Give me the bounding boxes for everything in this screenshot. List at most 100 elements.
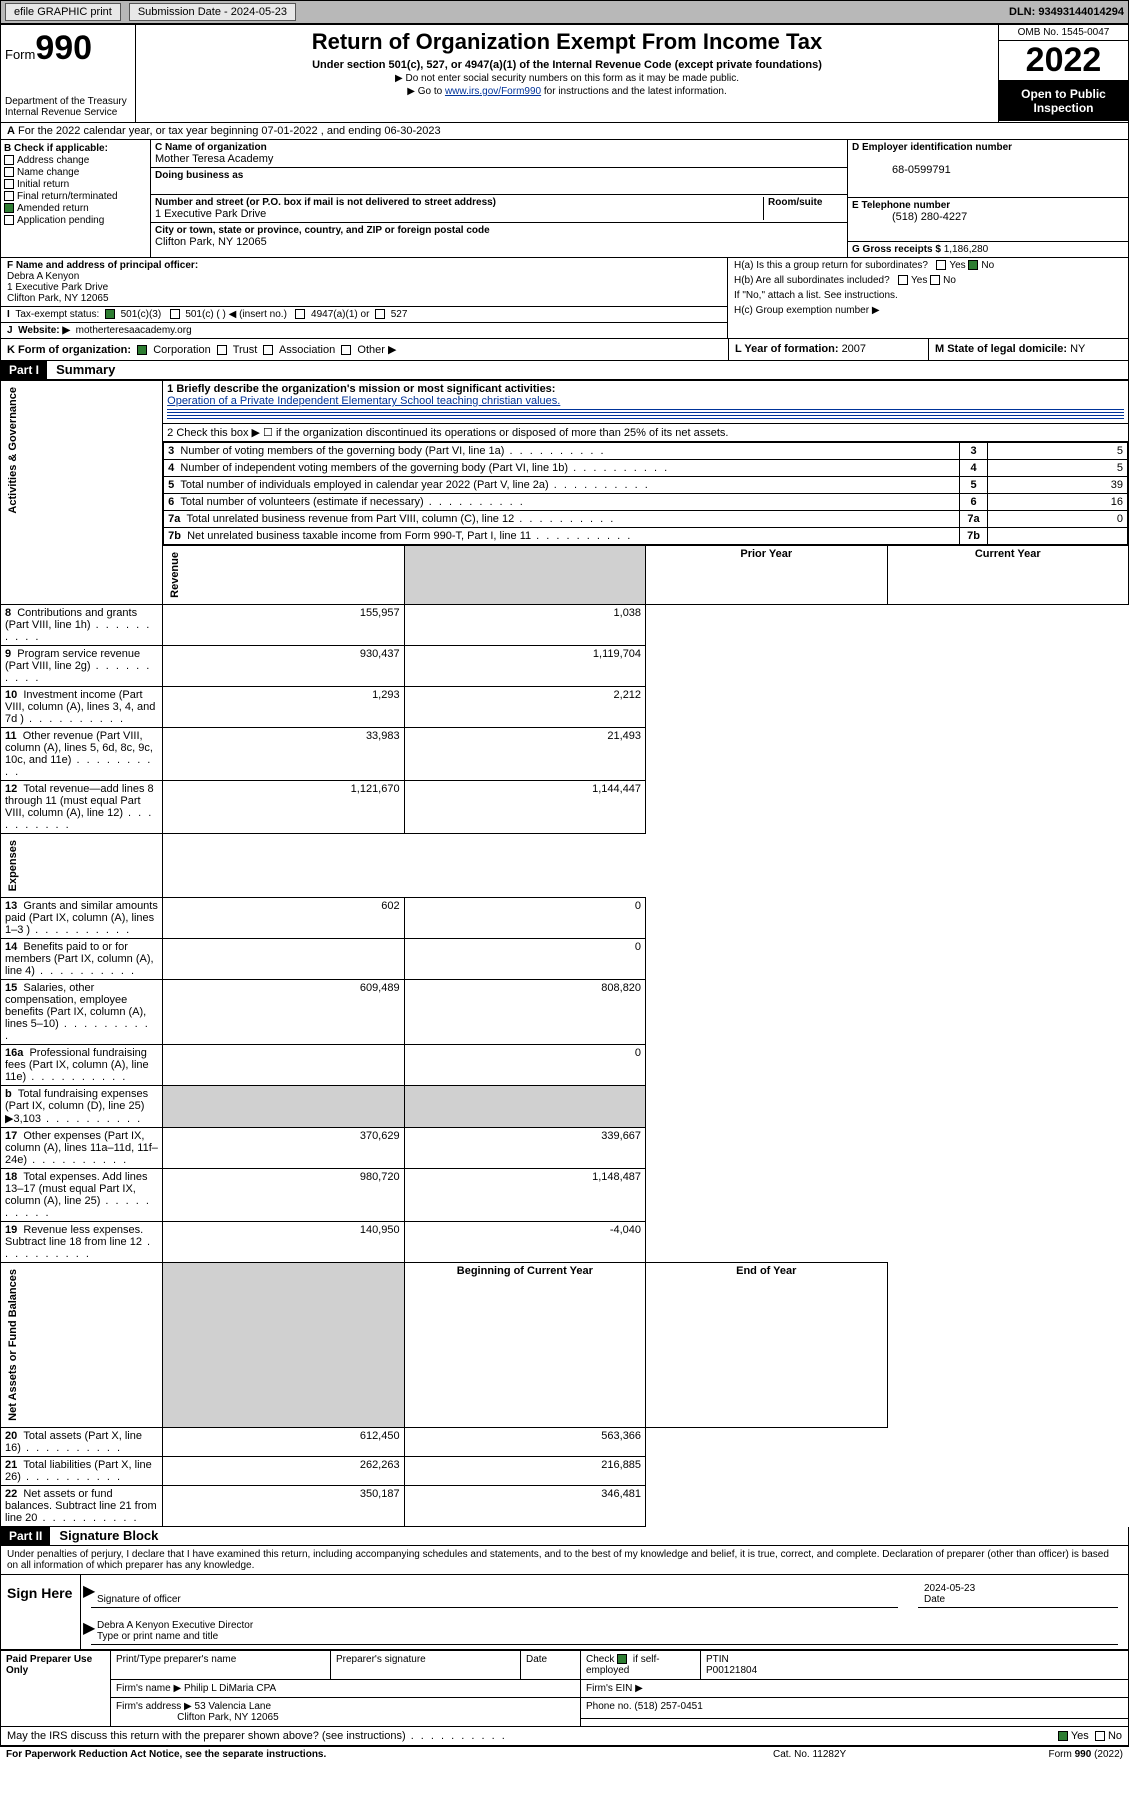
hb-label: H(b) Are all subordinates included? <box>734 275 890 286</box>
prep-selfemp: Check if self-employed <box>581 1651 701 1680</box>
box-c: C Name of organization Mother Teresa Aca… <box>151 140 848 257</box>
ha-no[interactable] <box>968 260 978 270</box>
box-deg: D Employer identification number 68-0599… <box>848 140 1128 257</box>
gov-rows: 3 Number of voting members of the govern… <box>1 442 1129 546</box>
summary-row: 12 Total revenue—add lines 8 through 11 … <box>1 780 1129 833</box>
chk-trust[interactable] <box>217 345 227 355</box>
street-label: Number and street (or P.O. box if mail i… <box>155 197 496 208</box>
summary-row: 21 Total liabilities (Part X, line 26) 2… <box>1 1457 1129 1486</box>
phone-value: (518) 280-4227 <box>852 211 967 223</box>
chk-address-change[interactable]: Address change <box>4 155 147 166</box>
summary-row: 15 Salaries, other compensation, employe… <box>1 980 1129 1045</box>
ha-yes[interactable] <box>936 260 946 270</box>
page-footer: For Paperwork Reduction Act Notice, see … <box>0 1746 1129 1762</box>
dept-label: Department of the Treasury <box>5 96 131 107</box>
ein-label: D Employer identification number <box>852 142 1012 153</box>
summary-row: 20 Total assets (Part X, line 16) 612,45… <box>1 1428 1129 1457</box>
summary-table: Activities & Governance 1 Briefly descri… <box>0 380 1129 1527</box>
sign-here-label: Sign Here <box>1 1575 81 1649</box>
open-inspection: Open to Public Inspection <box>999 81 1128 121</box>
signature-line[interactable]: ▶ Signature of officer <box>91 1575 898 1608</box>
irs-label: Internal Revenue Service <box>5 107 131 118</box>
header-mid: Return of Organization Exempt From Incom… <box>136 25 998 122</box>
irs-link[interactable]: www.irs.gov/Form990 <box>445 86 541 97</box>
summary-row: 7b Net unrelated business taxable income… <box>164 528 1128 545</box>
gross-receipts-label: G Gross receipts $ <box>852 244 944 255</box>
chk-amended-return[interactable]: Amended return <box>4 203 147 214</box>
officer-addr2: Clifton Park, NY 12065 <box>7 293 109 304</box>
shade-cell <box>404 546 645 605</box>
side-governance: Activities & Governance <box>1 381 163 605</box>
officer-typed-name: ▶ Debra A Kenyon Executive Director Type… <box>91 1612 1118 1645</box>
submission-date-label: Submission Date - <box>138 6 231 18</box>
form-subtitle: Under section 501(c), 527, or 4947(a)(1)… <box>144 59 990 71</box>
discuss-no[interactable] <box>1095 1731 1105 1741</box>
gross-receipts-value: 1,186,280 <box>944 244 989 255</box>
firm-phone: Phone no. (518) 257-0451 <box>581 1698 1129 1719</box>
line-a-tax-year: A For the 2022 calendar year, or tax yea… <box>0 123 1129 140</box>
preparer-table: Paid Preparer Use Only Print/Type prepar… <box>0 1650 1129 1727</box>
chk-other[interactable] <box>341 345 351 355</box>
summary-row: 22 Net assets or fund balances. Subtract… <box>1 1486 1129 1527</box>
firm-address: Firm's address ▶ 53 Valencia Lane Clifto… <box>111 1698 581 1727</box>
part2-badge: Part II <box>1 1527 50 1545</box>
chk-corporation[interactable] <box>137 345 147 355</box>
part2-header-row: Part II Signature Block <box>0 1527 1129 1546</box>
part2-title: Signature Block <box>53 1528 158 1543</box>
side-expenses: Expenses <box>1 833 163 897</box>
dba-label: Doing business as <box>155 170 243 181</box>
chk-initial-return[interactable]: Initial return <box>4 179 147 190</box>
summary-row: 8 Contributions and grants (Part VIII, l… <box>1 604 1129 645</box>
chk-527[interactable] <box>375 309 385 319</box>
org-name-label: C Name of organization <box>155 142 267 153</box>
city-value: Clifton Park, NY 12065 <box>155 236 267 248</box>
chk-name-change[interactable]: Name change <box>4 167 147 178</box>
sign-date: 2024-05-23 Date <box>918 1575 1118 1608</box>
prior-year-hdr: Prior Year <box>646 546 887 605</box>
header-left: Form990 Department of the Treasury Inter… <box>1 25 136 122</box>
topbar: efile GRAPHIC print Submission Date - 20… <box>0 0 1129 24</box>
hb-yes[interactable] <box>898 275 908 285</box>
chk-final-return[interactable]: Final return/terminated <box>4 191 147 202</box>
org-name: Mother Teresa Academy <box>155 153 273 165</box>
summary-row: 4 Number of independent voting members o… <box>164 460 1128 477</box>
chk-association[interactable] <box>263 345 273 355</box>
prep-date-hdr: Date <box>521 1651 581 1680</box>
box-h: H(a) Is this a group return for subordin… <box>728 258 1128 338</box>
hb-no[interactable] <box>930 275 940 285</box>
discuss-yes[interactable] <box>1058 1731 1068 1741</box>
street-value: 1 Executive Park Drive <box>155 208 266 220</box>
chk-self-employed[interactable] <box>617 1654 627 1664</box>
summary-row: 9 Program service revenue (Part VIII, li… <box>1 645 1129 686</box>
prep-ptin: PTINP00121804 <box>701 1651 1129 1680</box>
box-b: B Check if applicable: Address change Na… <box>1 140 151 257</box>
box-l: L Year of formation: 2007 <box>728 339 928 360</box>
chk-501c[interactable] <box>170 309 180 319</box>
summary-row: b Total fundraising expenses (Part IX, c… <box>1 1086 1129 1128</box>
ha-label: H(a) Is this a group return for subordin… <box>734 260 928 271</box>
part1-badge: Part I <box>1 361 47 379</box>
block-bcdeg: B Check if applicable: Address change Na… <box>0 140 1129 258</box>
chk-application-pending[interactable]: Application pending <box>4 215 147 226</box>
summary-row: 17 Other expenses (Part IX, column (A), … <box>1 1128 1129 1169</box>
firm-name-row: Firm's name ▶ Philip L DiMaria CPA <box>111 1680 581 1698</box>
ssn-note: ▶ Do not enter social security numbers o… <box>144 73 990 84</box>
discuss-label: May the IRS discuss this return with the… <box>7 1730 1058 1742</box>
efile-print-button[interactable]: efile GRAPHIC print <box>5 3 121 21</box>
arrow-icon: ▶ <box>83 1618 95 1638</box>
box-m: M State of legal domicile: NY <box>928 339 1128 360</box>
chk-501c3[interactable] <box>105 309 115 319</box>
paperwork-notice: For Paperwork Reduction Act Notice, see … <box>6 1749 773 1760</box>
summary-row: 14 Benefits paid to or for members (Part… <box>1 939 1129 980</box>
line-klm: K Form of organization: Corporation Trus… <box>0 339 1129 361</box>
phone-label: E Telephone number <box>852 200 950 211</box>
city-label: City or town, state or province, country… <box>155 225 490 236</box>
cat-no: Cat. No. 11282Y <box>773 1749 973 1760</box>
sign-section: Sign Here ▶ Signature of officer 2024-05… <box>0 1575 1129 1650</box>
officer-addr1: 1 Executive Park Drive <box>7 282 108 293</box>
chk-4947[interactable] <box>295 309 305 319</box>
part1-title: Summary <box>50 362 115 377</box>
ein-value: 68-0599791 <box>852 164 951 176</box>
line2: 2 Check this box ▶ ☐ if the organization… <box>163 424 1129 442</box>
discuss-row: May the IRS discuss this return with the… <box>0 1727 1129 1746</box>
